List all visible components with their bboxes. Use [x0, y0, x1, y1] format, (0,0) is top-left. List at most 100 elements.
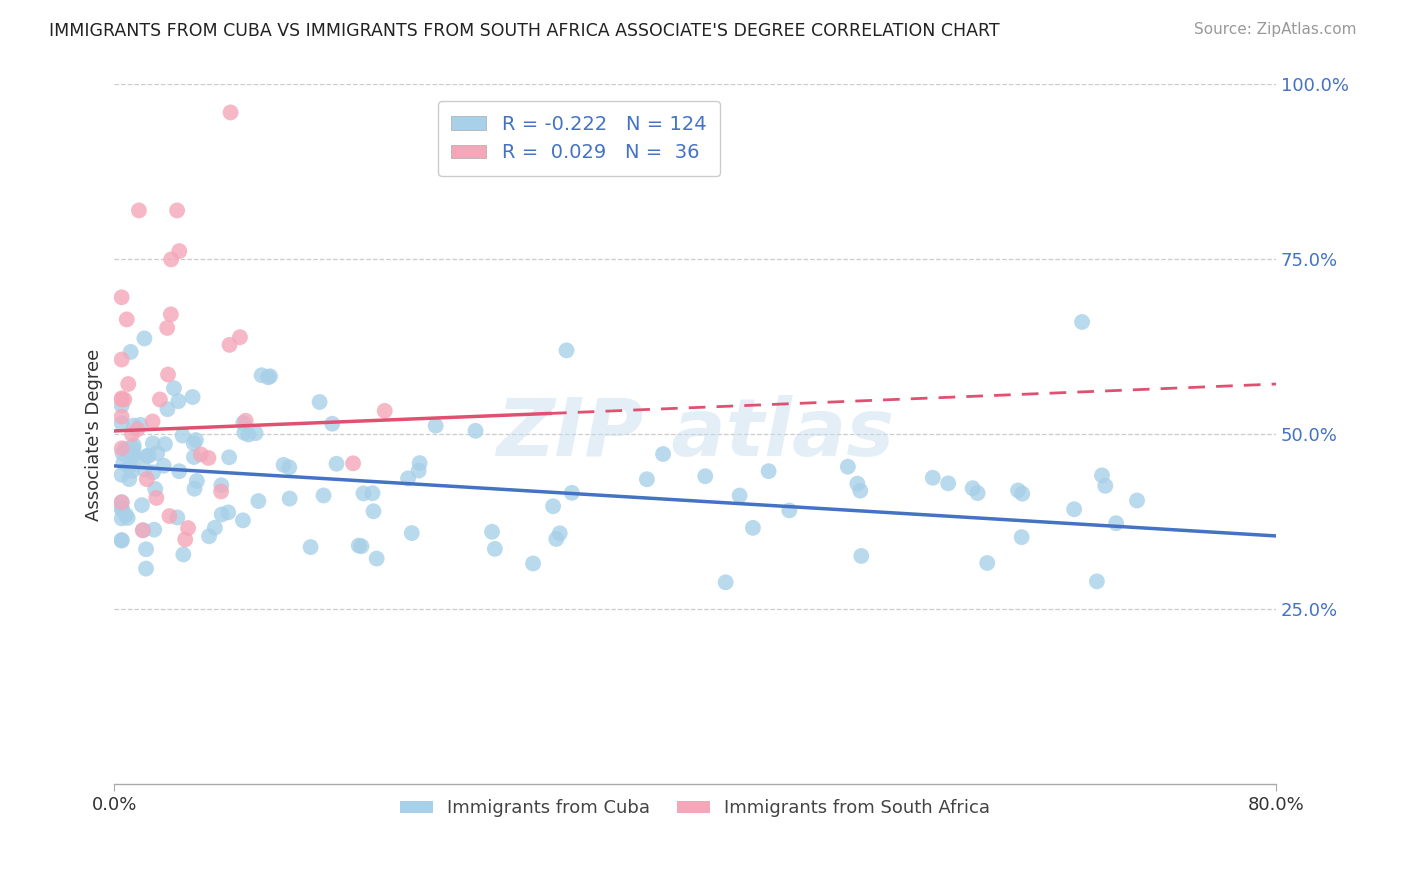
Point — [143, 482, 166, 496]
Point — [121, 450, 143, 465]
Point — [342, 456, 364, 470]
Point — [233, 425, 256, 440]
Point — [159, 509, 181, 524]
Point — [1126, 493, 1149, 508]
Point — [172, 428, 194, 442]
Point — [157, 368, 180, 382]
Point — [561, 485, 583, 500]
Point — [1063, 502, 1085, 516]
Point — [714, 575, 737, 590]
Point — [321, 417, 343, 431]
Point — [153, 437, 176, 451]
Point — [374, 404, 396, 418]
Point — [247, 494, 270, 508]
Point — [1011, 530, 1033, 544]
Text: Source: ZipAtlas.com: Source: ZipAtlas.com — [1194, 22, 1357, 37]
Point — [209, 484, 232, 499]
Point — [134, 462, 156, 476]
Point — [636, 472, 658, 486]
Point — [184, 433, 207, 447]
Point — [166, 203, 188, 218]
Point — [742, 521, 765, 535]
Point — [129, 417, 152, 432]
Point — [190, 447, 212, 461]
Point — [299, 540, 322, 554]
Point — [167, 394, 190, 409]
Point — [235, 414, 257, 428]
Point — [846, 476, 869, 491]
Point — [135, 561, 157, 575]
Point — [219, 105, 242, 120]
Point — [111, 409, 134, 424]
Point — [121, 446, 143, 460]
Point — [778, 503, 800, 517]
Point — [111, 495, 134, 509]
Point — [156, 321, 179, 335]
Point — [127, 422, 149, 436]
Point — [464, 424, 486, 438]
Point — [122, 442, 145, 456]
Point — [217, 505, 239, 519]
Point — [204, 521, 226, 535]
Point — [1011, 486, 1033, 500]
Point — [121, 427, 143, 442]
Point — [408, 464, 430, 478]
Point — [163, 381, 186, 395]
Point — [111, 416, 134, 430]
Point — [160, 307, 183, 321]
Point — [353, 486, 375, 500]
Point — [361, 486, 384, 500]
Point — [152, 458, 174, 473]
Point — [548, 526, 571, 541]
Point — [232, 513, 254, 527]
Point — [396, 471, 419, 485]
Point — [142, 436, 165, 450]
Point — [112, 456, 135, 470]
Point — [156, 402, 179, 417]
Point — [145, 491, 167, 505]
Point — [257, 370, 280, 384]
Point — [401, 526, 423, 541]
Point — [115, 312, 138, 326]
Point — [484, 541, 506, 556]
Point — [111, 511, 134, 525]
Point — [111, 392, 134, 407]
Point — [118, 459, 141, 474]
Point — [111, 533, 134, 547]
Point — [728, 489, 751, 503]
Point — [232, 416, 254, 430]
Point — [259, 369, 281, 384]
Point — [134, 331, 156, 345]
Point — [135, 542, 157, 557]
Point — [142, 414, 165, 428]
Point — [183, 482, 205, 496]
Point — [229, 330, 252, 344]
Point — [172, 548, 194, 562]
Point — [183, 450, 205, 464]
Point — [1105, 516, 1128, 531]
Point — [138, 449, 160, 463]
Point — [849, 483, 872, 498]
Point — [177, 521, 200, 535]
Point — [962, 481, 984, 495]
Point — [209, 478, 232, 492]
Point — [128, 203, 150, 218]
Point — [546, 532, 568, 546]
Point — [1091, 468, 1114, 483]
Point — [522, 557, 544, 571]
Point — [167, 464, 190, 478]
Point — [197, 450, 219, 465]
Point — [347, 539, 370, 553]
Point — [218, 338, 240, 352]
Point — [122, 418, 145, 433]
Point — [142, 465, 165, 479]
Point — [111, 533, 134, 548]
Text: ZIP atlas: ZIP atlas — [496, 395, 894, 474]
Point — [181, 390, 204, 404]
Legend: Immigrants from Cuba, Immigrants from South Africa: Immigrants from Cuba, Immigrants from So… — [392, 792, 997, 824]
Point — [652, 447, 675, 461]
Point — [111, 352, 134, 367]
Point — [166, 510, 188, 524]
Point — [425, 418, 447, 433]
Point — [183, 436, 205, 450]
